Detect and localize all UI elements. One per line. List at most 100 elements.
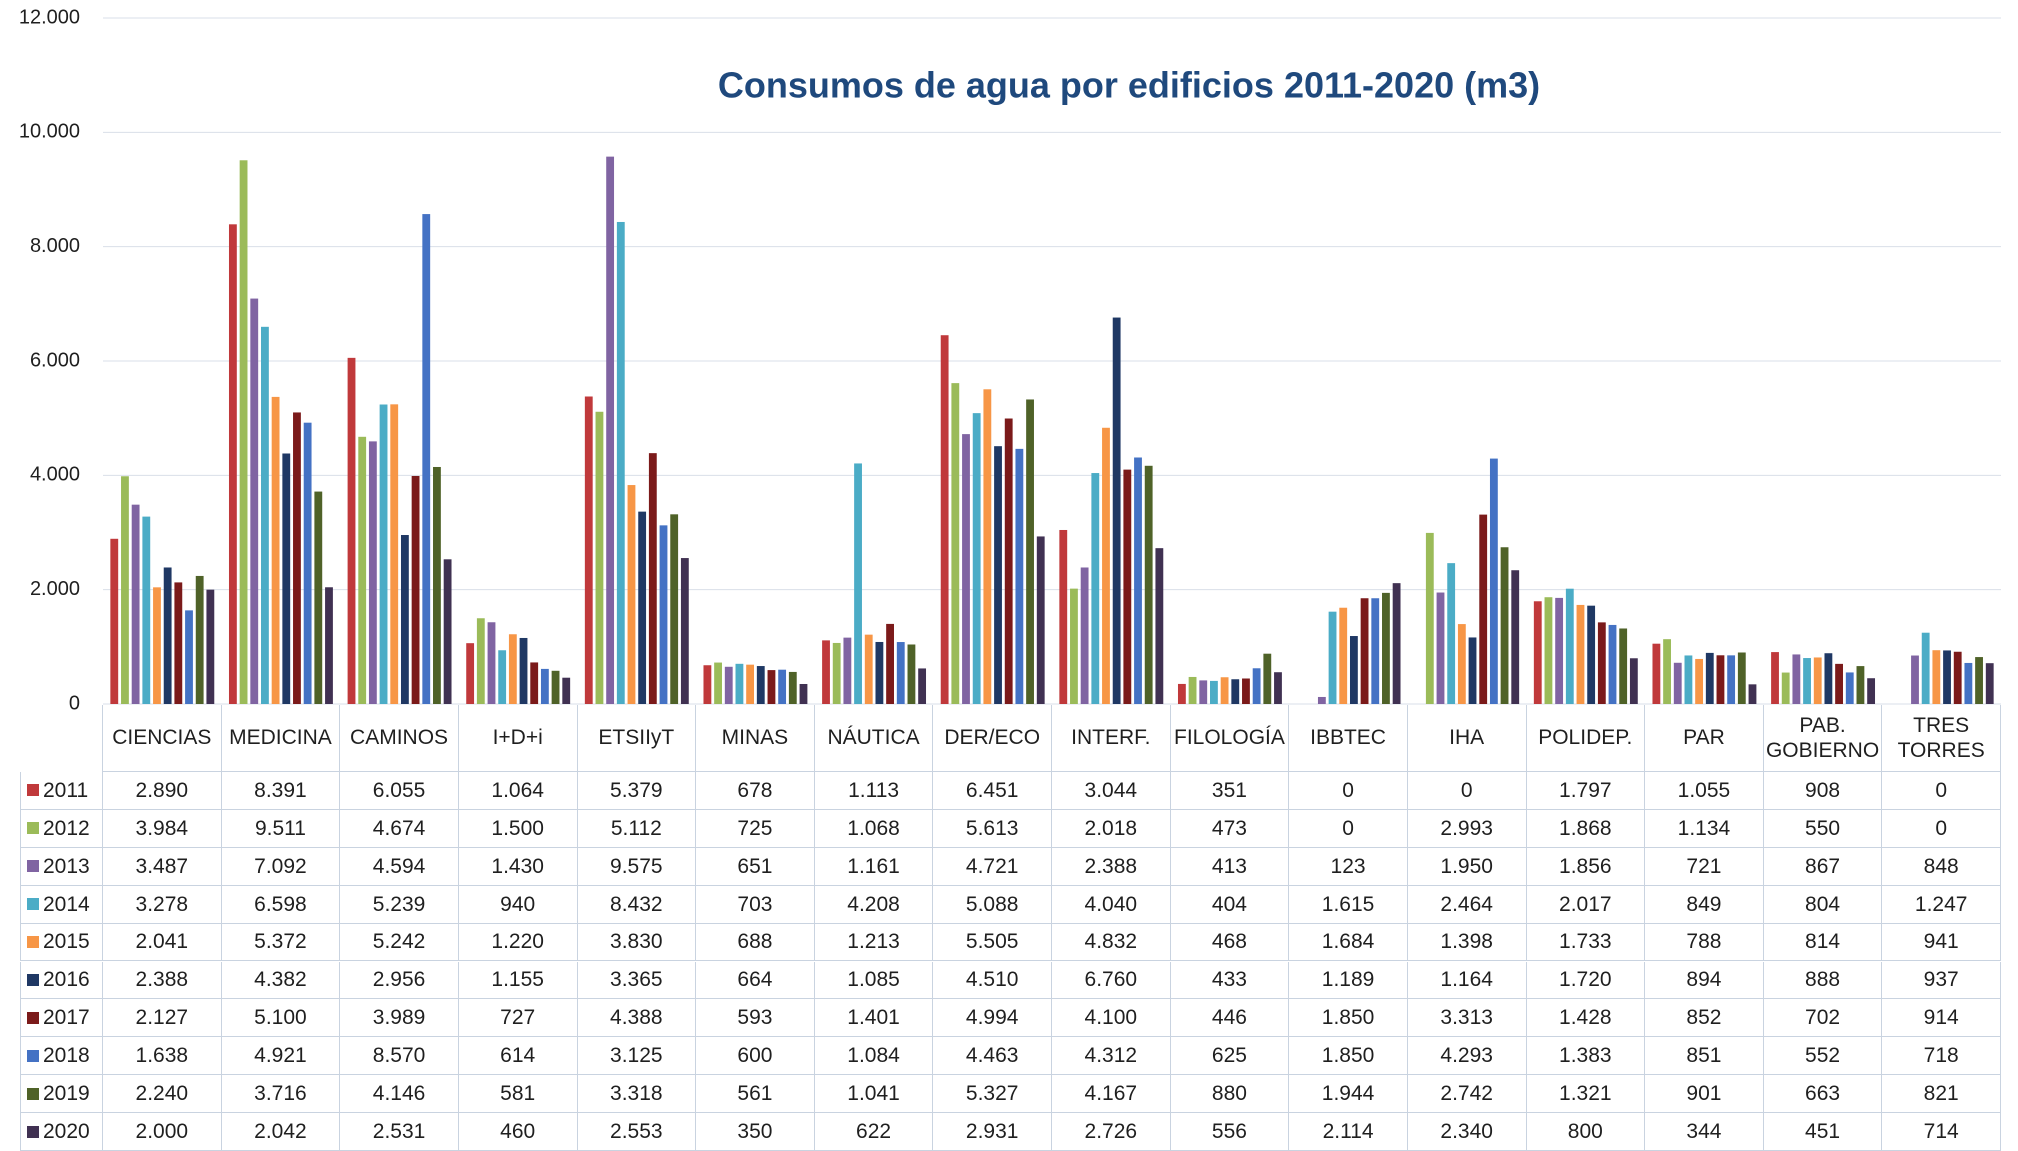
legend-label: 2015 [43,930,90,954]
category-header: POLIDEP. [1526,705,1646,772]
bar [1544,597,1553,704]
bar [659,525,668,704]
bar [1867,678,1876,704]
table-cell: 552 [1763,1037,1883,1076]
category-header: CIENCIAS [103,705,222,772]
bar [325,587,333,704]
category-header: I+D+i [458,705,578,772]
legend-swatch [27,1125,39,1138]
table-cell: 6.055 [340,772,459,810]
table-cell: 1.247 [1882,885,2001,924]
bar [282,453,291,704]
bar [1737,652,1746,704]
table-cell: 901 [1645,1075,1764,1114]
table-cell: 5.372 [221,923,341,962]
table-cell: 1.856 [1526,847,1646,886]
bar [918,668,927,704]
bar [1555,597,1564,704]
table-cell: 625 [1170,1037,1290,1076]
bar [1597,622,1606,704]
table-cell: 2.017 [1526,885,1646,924]
bar [1242,678,1250,704]
bar [714,662,722,704]
table-cell: 2.340 [1407,1113,1527,1151]
table-cell: 1.155 [458,961,578,1000]
table-cell: 1.213 [814,923,934,962]
table-cell: 1.164 [1407,961,1527,1000]
bar [1392,583,1401,704]
table-cell: 1.733 [1526,923,1646,962]
bar [962,434,970,704]
bar [1457,624,1466,704]
bar [498,650,507,704]
bar [746,664,755,704]
bar [228,224,237,704]
legend-entry: 2016 [20,961,103,1000]
bar [1144,465,1153,704]
bar [680,558,689,704]
bar [185,610,193,704]
bar [1447,563,1456,704]
bar [875,641,884,704]
table-cell: 6.760 [1052,961,1171,1000]
bar [1975,657,1983,704]
bar [735,663,744,704]
bar [1781,672,1790,704]
bar [1070,588,1078,704]
bar [1748,684,1757,704]
bar [756,666,765,704]
bar [422,214,431,704]
legend-swatch [27,1049,39,1062]
bar [854,463,862,704]
table-cell: 1.113 [814,772,934,810]
bar [1608,624,1617,704]
bar [1803,658,1811,704]
table-cell: 3.830 [577,923,697,962]
legend-swatch [27,936,39,949]
bar [540,668,549,704]
table-cell: 4.994 [933,999,1052,1038]
table-cell: 718 [1882,1037,2001,1076]
bar [131,504,140,704]
legend-label: 2014 [43,892,90,916]
table-cell: 2.890 [103,772,222,810]
category-header: CAMINOS [340,705,459,772]
bar [1705,652,1714,704]
legend-entry: 2013 [20,847,103,886]
table-cell: 1.189 [1289,961,1408,1000]
table-cell: 3.989 [340,999,459,1038]
table-cell: 4.388 [577,999,697,1038]
bar [1015,448,1024,704]
y-tick-label: 0 [69,692,80,714]
table-cell: 5.100 [221,999,341,1038]
bar [1921,632,1930,704]
table-left-border [102,705,103,772]
bar [1511,570,1520,704]
legend-swatch [27,898,39,911]
bar [1500,547,1509,704]
category-header: INTERF. [1052,705,1171,772]
bar [250,298,259,704]
bar [1263,653,1272,704]
bar [832,642,841,704]
table-cell: 2.127 [103,999,222,1038]
table-cell: 2.553 [577,1113,697,1151]
bar [1533,601,1542,704]
legend-entry: 2017 [20,999,103,1038]
table-cell: 940 [458,885,578,924]
bar [1036,536,1045,704]
table-cell: 9.575 [577,847,697,886]
bar [1188,676,1197,704]
bar [400,535,409,704]
table-cell: 413 [1170,847,1290,886]
table-cell: 1.850 [1289,1037,1408,1076]
table-cell: 1.850 [1289,999,1408,1038]
table-cell: 908 [1763,772,1883,810]
table-cell: 5.505 [933,923,1052,962]
bar [163,567,172,704]
table-cell: 651 [696,847,815,886]
table-cell: 4.040 [1052,885,1171,924]
table-cell: 4.921 [221,1037,341,1076]
category-header: MINAS [696,705,815,772]
legend-entry: 2011 [20,772,103,810]
